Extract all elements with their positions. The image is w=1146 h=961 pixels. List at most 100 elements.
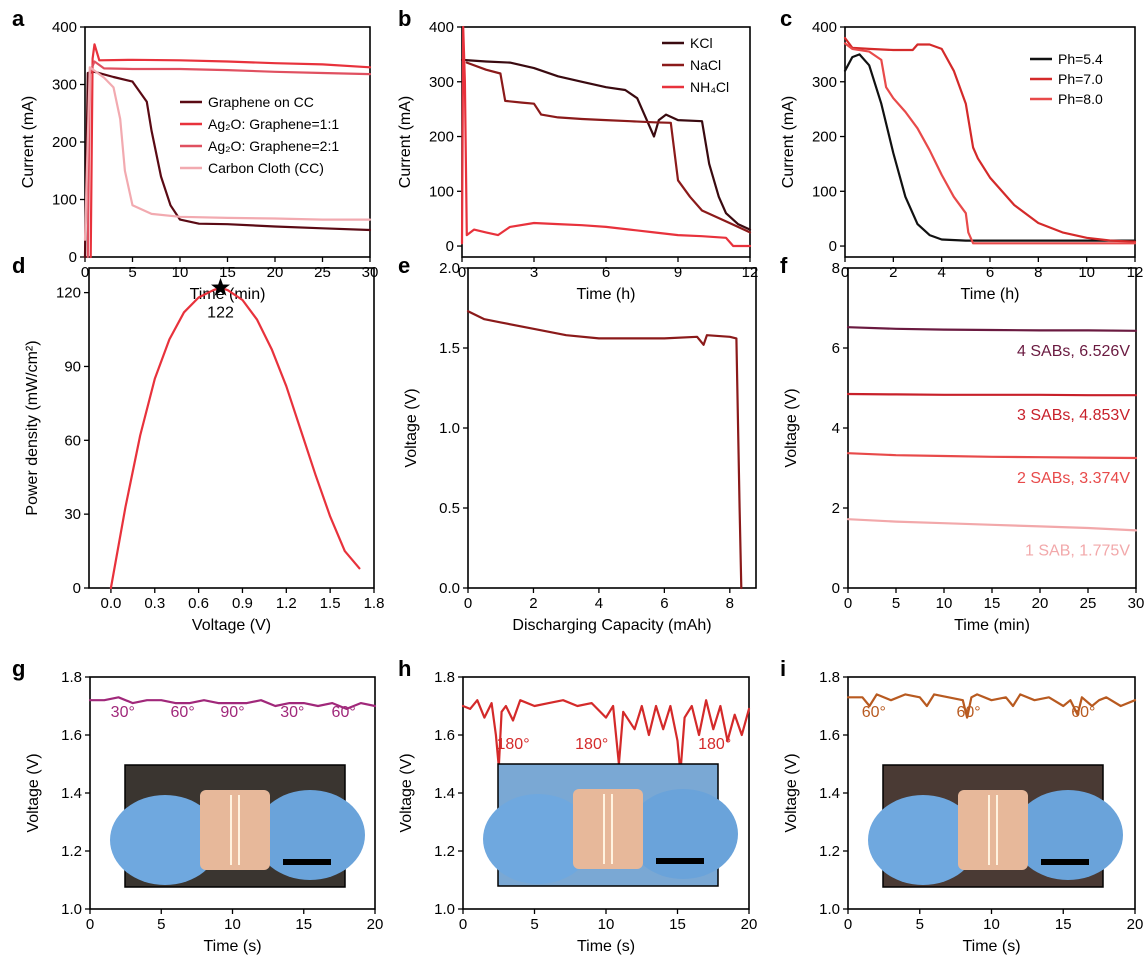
y-axis-title: Voltage (V): [783, 388, 800, 467]
series-line-d-0: [109, 286, 361, 590]
y-tick-label: 1.0: [61, 901, 82, 918]
x-tick-label: 30: [1128, 595, 1145, 612]
y-tick-label: 1.8: [61, 669, 82, 686]
y-tick-label: 1.0: [434, 901, 455, 918]
series-value-label: 3 SABs, 4.853V: [1017, 407, 1130, 424]
x-tick-label: 4: [937, 264, 945, 281]
bend-angle-label: 180°: [698, 736, 731, 753]
y-tick-label: 300: [52, 77, 77, 94]
x-tick-label: 10: [983, 916, 1000, 933]
bend-angle-label: 180°: [575, 736, 608, 753]
y-tick-label: 1.4: [61, 785, 82, 802]
panel-letter-h: h: [398, 656, 411, 681]
photo-inset: [110, 764, 365, 888]
y-axis-title: Current (mA): [780, 96, 797, 188]
plot-frame: [847, 267, 1137, 589]
x-tick-label: 10: [936, 595, 953, 612]
right-glove-shape: [1013, 790, 1123, 880]
series-line-g-0: [88, 696, 377, 710]
series-line-a-2: [86, 60, 372, 259]
scale-bar: [656, 858, 704, 864]
plot-frame: [467, 267, 757, 589]
y-tick-label: 200: [429, 129, 454, 146]
y-tick-label: 1.6: [61, 727, 82, 744]
y-tick-label: 1.4: [819, 785, 840, 802]
y-tick-label: 200: [52, 134, 77, 151]
y-axis-title: Voltage (V): [783, 753, 800, 832]
y-tick-label: 400: [52, 19, 77, 36]
y-tick-label: 1.6: [434, 727, 455, 744]
x-tick-label: 8: [726, 595, 734, 612]
y-tick-label: 0: [832, 580, 840, 597]
x-tick-label: 5: [157, 916, 165, 933]
x-tick-label: 1.8: [364, 595, 385, 612]
x-tick-label: 5: [892, 595, 900, 612]
series-line-f-1: [846, 392, 1138, 397]
series-line-c-2: [843, 42, 1137, 245]
x-tick-label: 8: [1034, 264, 1042, 281]
y-tick-label: 300: [429, 74, 454, 91]
y-axis-title: Current (mA): [397, 96, 414, 188]
left-glove-shape: [483, 794, 593, 884]
peak-star: [211, 277, 230, 296]
y-tick-label: 1.6: [819, 727, 840, 744]
x-tick-label: 0.3: [144, 595, 165, 612]
y-tick-label: 60: [64, 432, 81, 449]
x-axis-title: Time (s): [203, 938, 261, 955]
y-axis-title: Voltage (V): [398, 753, 415, 832]
y-tick-label: 1.8: [819, 669, 840, 686]
series-line-b-0: [460, 58, 752, 231]
y-axis-title: Voltage (V): [403, 388, 420, 467]
x-tick-label: 0: [458, 264, 466, 281]
bend-angle-label: 90°: [220, 704, 244, 721]
x-tick-label: 1.2: [276, 595, 297, 612]
series-value-label: 2 SABs, 3.374V: [1017, 470, 1130, 487]
x-tick-label: 0.6: [188, 595, 209, 612]
x-tick-label: 10: [224, 916, 241, 933]
bend-angle-label: 30°: [111, 704, 135, 721]
y-tick-label: 200: [812, 129, 837, 146]
x-tick-label: 25: [314, 264, 331, 281]
y-tick-label: 400: [812, 19, 837, 36]
series-line-e-0: [466, 310, 743, 590]
y-axis-title: Voltage (V): [25, 753, 42, 832]
left-glove-shape: [110, 795, 220, 885]
panel-d: d 0.0 0.3 0.6 0.9 1.2 1.5 1.8 0 30 60 90 120 Voltage …: [12, 253, 384, 634]
x-axis-title: Time (s): [962, 938, 1020, 955]
x-axis-title: Time (s): [577, 938, 635, 955]
legend-label: Ag₂O: Graphene=2:1: [208, 138, 339, 154]
x-axis-title: Discharging Capacity (mAh): [512, 617, 711, 634]
x-tick-label: 20: [1127, 916, 1144, 933]
legend-label: Carbon Cloth (CC): [208, 160, 324, 176]
y-axis-title: Power density (mW/cm²): [24, 340, 41, 515]
x-tick-label: 6: [660, 595, 668, 612]
series-line-h-0: [461, 699, 751, 774]
x-tick-label: 12: [1127, 264, 1144, 281]
y-tick-label: 8: [832, 260, 840, 277]
panel-letter-a: a: [12, 6, 25, 31]
y-tick-label: 1.4: [434, 785, 455, 802]
y-tick-label: 0.0: [439, 580, 460, 597]
x-tick-label: 0: [86, 916, 94, 933]
x-tick-label: 9: [674, 264, 682, 281]
x-axis-title: Time (min): [190, 286, 266, 303]
legend-label: NH₄Cl: [690, 79, 729, 95]
series-value-label: 4 SABs, 6.526V: [1017, 343, 1130, 360]
y-tick-label: 1.0: [439, 420, 460, 437]
series-line-c-1: [843, 36, 1137, 243]
x-tick-label: 6: [986, 264, 994, 281]
y-tick-label: 100: [429, 183, 454, 200]
bend-angle-label: 180°: [497, 736, 530, 753]
peak-value-label: 122: [207, 305, 234, 322]
x-tick-label: 15: [219, 264, 236, 281]
panel-letter-c: c: [780, 6, 792, 31]
series-line-b-1: [465, 61, 752, 234]
right-glove-shape: [255, 790, 365, 880]
series-line-a-1: [89, 43, 372, 259]
panel-letter-f: f: [780, 253, 788, 278]
bend-angle-label: 60°: [171, 704, 195, 721]
y-tick-label: 1.0: [819, 901, 840, 918]
series-value-label: 1 SAB, 1.775V: [1025, 542, 1130, 559]
